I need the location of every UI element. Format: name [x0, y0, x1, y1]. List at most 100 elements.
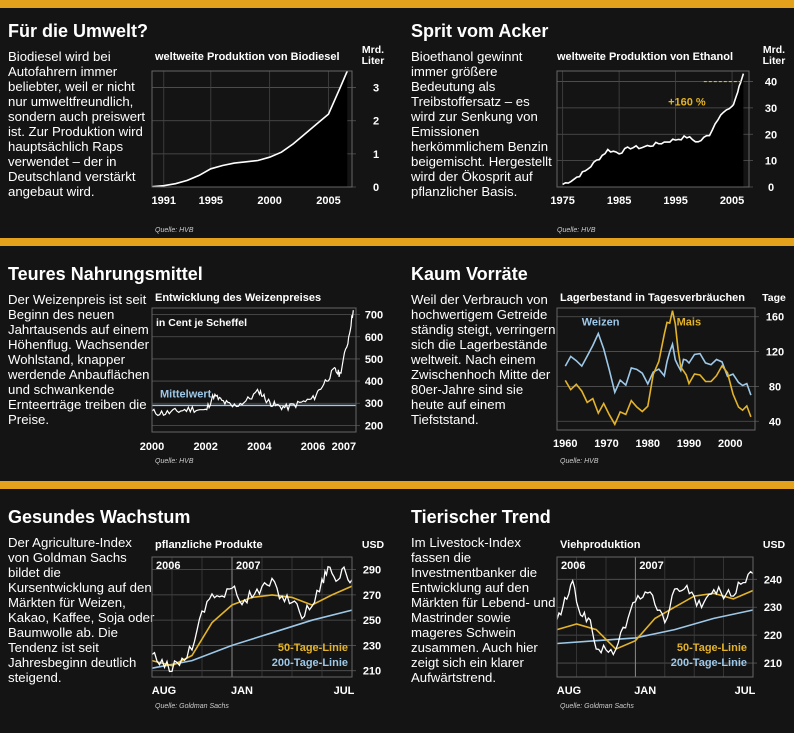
legend-weizen: Weizen — [582, 316, 620, 328]
x-tick-label: 1990 — [677, 438, 701, 450]
source-note: Quelle: HVB — [155, 227, 194, 234]
y-tick-label: 210 — [764, 658, 782, 670]
y-tick-label: 1 — [373, 149, 379, 161]
chart-unit: Mrd. Liter — [361, 44, 385, 67]
y-tick-label: 400 — [365, 376, 383, 388]
source-note: Quelle: HVB — [560, 458, 599, 465]
x-tick-label: AUG — [152, 685, 176, 697]
annotation-label: +160 % — [668, 96, 706, 108]
panel-agriculture: Gesundes Wachstum Der Agriculture-Index … — [0, 505, 397, 733]
y-tick-label: 600 — [365, 332, 383, 344]
panel-stock: Kaum Vorräte Weil der Verbrauch von hoch… — [397, 262, 794, 490]
x-tick-label: 1991 — [152, 195, 176, 207]
y-tick-label: 0 — [768, 182, 774, 194]
y-tick-label: 210 — [363, 666, 381, 678]
legend-200-tage-linie: 200-Tage-Linie — [671, 657, 747, 669]
panel-text: Im Livestock-Index fassen die Investment… — [411, 535, 556, 685]
x-tick-label: 2007 — [332, 441, 356, 453]
x-tick-label: 2006 — [301, 441, 325, 453]
panel-title: Kaum Vorräte — [411, 264, 528, 284]
mean-label: Mittelwert — [160, 388, 212, 400]
y-tick-label: 120 — [766, 347, 784, 359]
x-tick-label: 1995 — [199, 195, 223, 207]
x-tick-label: 2000 — [257, 195, 281, 207]
y-tick-label: 0 — [373, 182, 379, 194]
x-tick-label: 2004 — [247, 441, 272, 453]
y-tick-label: 230 — [363, 640, 381, 652]
y-tick-label: 300 — [365, 398, 383, 410]
chart-unit: Mrd. Liter — [762, 44, 786, 67]
chart-livestock: 210 220 230 240 2006 2007 50-Tage-Linie 200-Tag… — [556, 556, 782, 697]
legend-mais: Mais — [677, 316, 701, 328]
chart-title: weltweite Produktion von Ethanol — [557, 51, 734, 63]
y-tick-label: 230 — [764, 602, 782, 614]
panel-title: Tierischer Trend — [411, 507, 551, 527]
legend-50-tage-linie: 50-Tage-Linie — [677, 642, 747, 654]
source-note: Quelle: HVB — [155, 458, 194, 465]
y-tick-label: 40 — [769, 416, 781, 428]
y-tick-label: 500 — [365, 354, 383, 366]
y-tick-label: 80 — [769, 381, 781, 393]
series-200-tage-linie — [556, 609, 754, 645]
series-area — [562, 73, 744, 187]
x-tick-label: JUL — [334, 685, 355, 697]
x-tick-label: JUL — [735, 685, 756, 697]
chart-title: Entwicklung des Weizenpreises — [155, 292, 322, 304]
plot-frame — [556, 556, 754, 678]
series-line — [562, 73, 745, 186]
year-label: 2007 — [236, 560, 260, 572]
x-tick-label: 2002 — [193, 441, 217, 453]
chart-title: Viehproduktion — [560, 539, 641, 551]
divider-bar-1 — [0, 238, 794, 246]
y-tick-label: 240 — [764, 574, 782, 586]
plot-frame — [151, 556, 353, 678]
series-200-tage-linie — [151, 609, 353, 669]
y-tick-label: 2 — [373, 116, 379, 128]
x-tick-label: 2005 — [316, 195, 340, 207]
panel-biodiesel: Für die Umwelt? Biodiesel wird bei Autof… — [0, 19, 397, 247]
y-tick-label: 270 — [363, 590, 381, 602]
series-mais — [564, 310, 752, 427]
series-weizen — [564, 331, 752, 396]
source-note: Quelle: HVB — [557, 227, 596, 234]
y-tick-label: 20 — [765, 129, 777, 141]
x-tick-label: JAN — [634, 685, 656, 697]
panel-text: Biodiesel wird bei Autofahrern immer bel… — [8, 49, 146, 199]
source-note: Quelle: Goldman Sachs — [155, 703, 229, 710]
chart-biodiesel: 0 1 2 3 1991 1995 2000 2005 — [151, 70, 379, 207]
panel-text: Der Weizenpreis ist seit Beginn des neue… — [8, 292, 150, 427]
chart-unit: Tage — [762, 292, 786, 304]
source-note: Quelle: Goldman Sachs — [560, 703, 634, 710]
panel-ethanol: Sprit vom Acker Bioethanol gewinnt immer… — [397, 19, 794, 247]
year-label: 2006 — [156, 560, 180, 572]
y-tick-label: 220 — [764, 630, 782, 642]
chart-unit: USD — [762, 539, 786, 551]
x-tick-label: 2005 — [720, 195, 744, 207]
series-line — [151, 310, 354, 417]
y-tick-label: 3 — [373, 83, 379, 95]
x-tick-label: 2000 — [718, 438, 742, 450]
x-tick-label: 2000 — [140, 441, 164, 453]
divider-bar-2 — [0, 481, 794, 489]
panel-text: Bioethanol gewinnt immer größere Bedeutu… — [411, 49, 552, 199]
series-index — [151, 565, 353, 673]
x-tick-label: 1980 — [636, 438, 660, 450]
series-index — [556, 570, 754, 656]
panel-livestock: Tierischer Trend Im Livestock-Index fass… — [397, 505, 794, 733]
series-area — [152, 71, 348, 187]
chart-wheat-price: 200 300 400 500 600 700 in Cent je Scheffel Mit… — [140, 307, 383, 453]
panel-title: Gesundes Wachstum — [8, 507, 191, 527]
x-tick-label: 1960 — [553, 438, 577, 450]
y-tick-label: 290 — [363, 565, 381, 577]
panel-title: Teures Nahrungsmittel — [8, 264, 203, 284]
chart-agriculture: 210 230 250 270 290 2006 2007 50-Tage-Linie 200-… — [151, 556, 381, 697]
y-tick-label: 200 — [365, 420, 383, 432]
panel-text: Der Agriculture-Index von Goldman Sachs … — [8, 535, 155, 685]
chart-title: pflanzliche Produkte — [155, 539, 263, 551]
chart-title: Lagerbestand in Tagesverbräuchen — [560, 292, 746, 304]
panel-title: Sprit vom Acker — [411, 21, 549, 41]
year-label: 2006 — [561, 560, 585, 572]
top-accent-bar — [0, 0, 794, 8]
y-tick-label: 700 — [365, 310, 383, 322]
x-tick-label: 1985 — [607, 195, 631, 207]
